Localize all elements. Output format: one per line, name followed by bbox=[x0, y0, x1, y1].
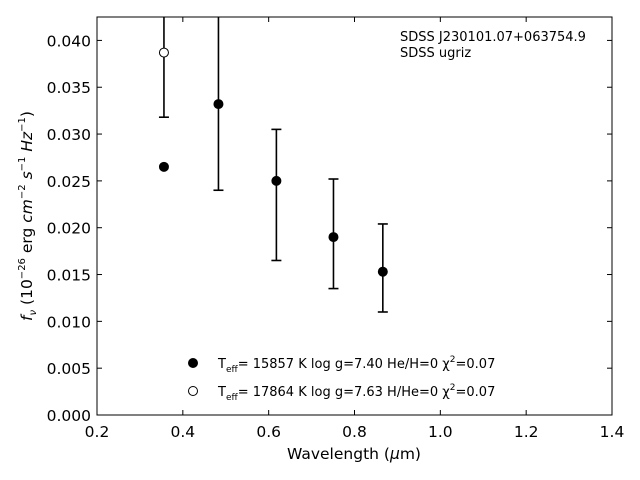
data-point-filled bbox=[213, 99, 224, 110]
y-tick-label: 0.015 bbox=[47, 267, 91, 285]
x-tick-label: 1.0 bbox=[428, 423, 453, 441]
x-axis-label: Wavelength (μm) bbox=[287, 445, 421, 463]
x-tick-label: 0.2 bbox=[85, 423, 110, 441]
y-tick-label: 0.000 bbox=[47, 407, 91, 425]
legend-marker-open bbox=[188, 386, 198, 396]
annotation-filters: SDSS ugriz bbox=[400, 46, 471, 61]
data-point-filled bbox=[271, 175, 282, 186]
legend: Teff= 15857 K log g=7.40 He/H=0 χ2=0.07 … bbox=[188, 355, 495, 403]
x-tick-label: 1.2 bbox=[514, 423, 539, 441]
y-tick-label: 0.010 bbox=[47, 313, 91, 331]
y-tick-label: 0.035 bbox=[47, 79, 91, 97]
data-points bbox=[158, 47, 388, 277]
y-tick-label: 0.020 bbox=[47, 220, 91, 238]
x-tick-label: 0.6 bbox=[256, 423, 281, 441]
data-point-filled bbox=[328, 232, 339, 243]
y-tick-label: 0.030 bbox=[47, 126, 91, 144]
y-tick-label: 0.005 bbox=[47, 360, 91, 378]
x-tick-label: 1.4 bbox=[600, 423, 625, 441]
annotation-object-name: SDSS J230101.07+063754.9 bbox=[400, 30, 586, 45]
legend-label-open: Teff= 17864 K log g=7.63 H/He=0 χ2=0.07 bbox=[217, 383, 495, 403]
legend-marker-filled bbox=[188, 358, 198, 368]
x-tick-label: 0.8 bbox=[342, 423, 367, 441]
y-tick-label: 0.025 bbox=[47, 173, 91, 191]
error-bars bbox=[158, 17, 388, 313]
data-point-filled bbox=[377, 266, 388, 277]
data-point-open bbox=[158, 47, 169, 58]
legend-label-filled: Teff= 15857 K log g=7.40 He/H=0 χ2=0.07 bbox=[217, 355, 495, 375]
data-point-filled bbox=[158, 161, 169, 172]
y-axis-label: fν (10−26 erg cm−2 s−1 Hz−1) bbox=[17, 111, 39, 321]
x-tick-label: 0.4 bbox=[171, 423, 196, 441]
axis-ticks: 0.2 0.4 0.6 0.8 1.0 1.2 1.4 0.000 0.005 0.010 0.01… bbox=[47, 17, 625, 441]
plot-frame bbox=[96, 16, 613, 416]
y-tick-label: 0.040 bbox=[47, 32, 91, 50]
